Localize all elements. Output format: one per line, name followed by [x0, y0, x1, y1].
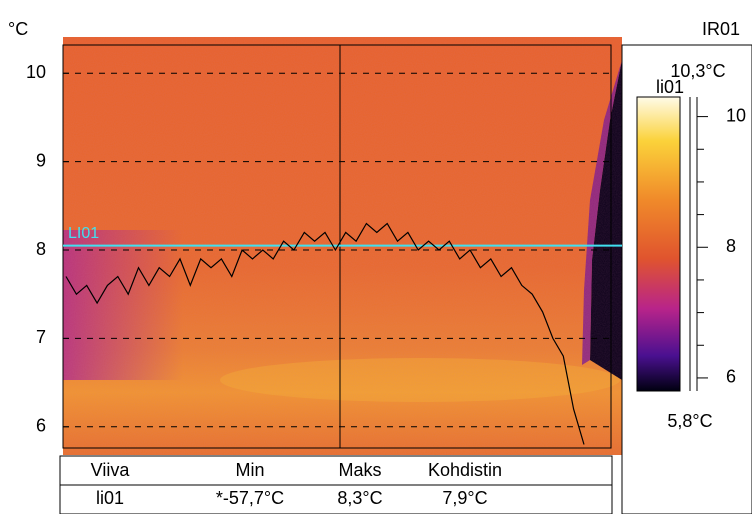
table-cell: 8,3°C — [337, 488, 382, 508]
y-tick-label: 9 — [36, 150, 46, 170]
table-cell: li01 — [96, 488, 124, 508]
table-header: Viiva — [91, 460, 131, 480]
scale-line-label: li01 — [656, 77, 684, 97]
y-tick-label: 7 — [36, 327, 46, 347]
profile-line-label: LI01 — [68, 225, 99, 242]
table-header: Min — [235, 460, 264, 480]
scale-tick-label: 10 — [726, 105, 746, 125]
table-cell: *-57,7°C — [216, 488, 284, 508]
color-scale — [636, 96, 681, 392]
table-header: Maks — [338, 460, 381, 480]
table-cell: 7,9°C — [442, 488, 487, 508]
image-id: IR01 — [702, 19, 740, 39]
profile-line — [65, 222, 585, 445]
y-tick-label: 10 — [26, 62, 46, 82]
table-header: Kohdistin — [428, 460, 502, 480]
y-tick-label: 6 — [36, 416, 46, 436]
y-tick-label: 8 — [36, 239, 46, 259]
scale-tick-label: 6 — [726, 367, 736, 387]
scale-tick-label: 8 — [726, 236, 736, 256]
y-axis-label: °C — [8, 19, 28, 39]
scale-max: 10,3°C — [670, 61, 725, 81]
scale-min: 5,8°C — [667, 411, 712, 431]
table — [59, 455, 613, 514]
